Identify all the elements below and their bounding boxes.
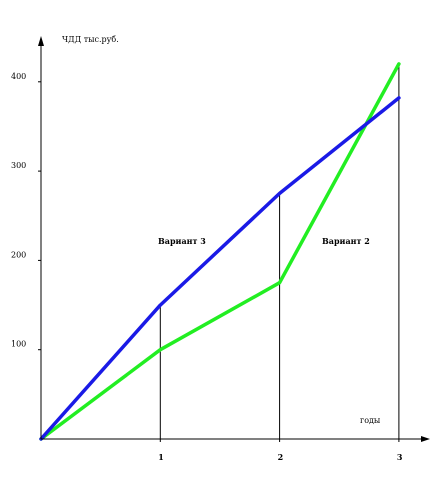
x-tick-label: 2 bbox=[278, 452, 284, 462]
series-lines bbox=[39, 62, 401, 441]
x-tick-label: 1 bbox=[158, 452, 164, 462]
series-label-variant-3: Вариант 3 bbox=[158, 236, 206, 246]
y-tick-label: 100 bbox=[11, 340, 26, 349]
y-tick-label: 200 bbox=[11, 250, 26, 259]
series-line-variant-2 bbox=[39, 62, 401, 441]
y-tick-label: 300 bbox=[11, 161, 26, 170]
x-axis-title: годы bbox=[360, 416, 381, 425]
tick-labels: 100 200 300 400 1 2 3 bbox=[11, 72, 403, 462]
axes bbox=[38, 36, 430, 442]
series-label-variant-2: Вариант 2 bbox=[322, 236, 370, 246]
y-tick-label: 400 bbox=[11, 72, 26, 81]
x-tick-label: 3 bbox=[397, 452, 403, 462]
y-axis-title: ЧДД тыс.руб. bbox=[62, 35, 119, 44]
vertical-guide-lines bbox=[159, 63, 400, 439]
y-axis-arrow bbox=[38, 36, 44, 46]
series-line-variant-3 bbox=[39, 96, 401, 441]
x-axis-arrow bbox=[421, 436, 430, 442]
